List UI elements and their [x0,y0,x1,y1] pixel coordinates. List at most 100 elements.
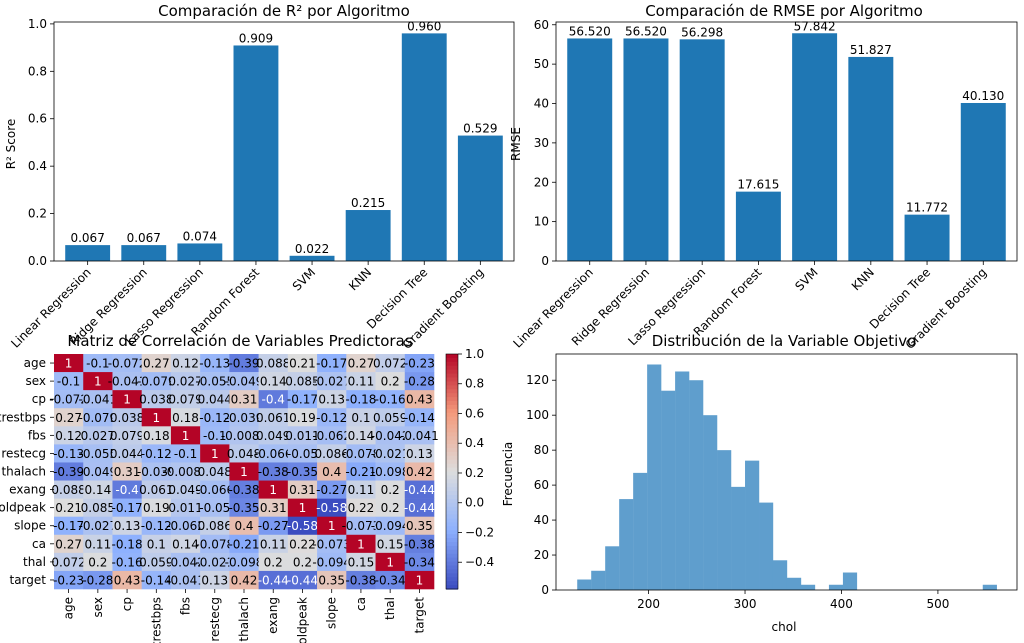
heatmap-cell-value: -0.078 [342,447,381,461]
heatmap-cell-value: -0.38 [228,483,259,497]
heatmap-cell [170,534,201,554]
heatmap-cell-value: -0.21 [228,537,259,551]
heatmap-cell-value: -0.039 [225,411,264,425]
heatmap-cell-value: -0.066 [254,447,293,461]
heatmap-cell-value: 0.011 [168,501,202,515]
rmse-bar [735,191,781,261]
heatmap-cell [200,426,230,445]
rmse-bar-value-label: 57.842 [794,19,836,33]
heatmap-cell [287,426,318,445]
colorbar-segment [446,577,458,582]
heatmap-cell-value: 0.011 [285,429,319,443]
heatmap-cell-value: 1 [386,555,394,569]
heatmap-cell [375,534,406,554]
heatmap-cell [141,444,172,463]
heatmap-cell-value: 0.13 [318,393,345,407]
colorbar-segment [446,514,458,520]
heatmap-cell-value: -0.12 [141,519,172,533]
heatmap-cell [404,372,435,391]
colorbar-tick-label: 0.8 [465,377,484,391]
histogram-bar [605,546,620,590]
heatmap-cell-value: 0.079 [110,429,144,443]
rmse-ytick-label: 20 [534,175,549,189]
rmse-bar-value-label: 17.615 [737,178,779,192]
colorbar-segment [446,538,458,543]
heatmap-cell [141,534,172,554]
heatmap-cell [317,426,347,445]
heatmap-cell [404,480,435,499]
heatmap-cell-value: 0.15 [348,555,375,569]
histogram-ytick-label: 120 [526,373,549,387]
rmse-bar [567,38,613,262]
heatmap-cell-value: -0.12 [141,447,172,461]
heatmap-cell-value: -0.049 [225,375,264,389]
colorbar-frame [445,353,459,590]
colorbar-segment [446,542,458,547]
heatmap-title: Matriz de Correlación de Variables Predi… [67,332,412,350]
heatmap-cell [258,354,289,373]
heatmap-cell-value: -0.072 [49,393,88,407]
colorbar-segment [446,451,458,457]
heatmap-cell-value: -0.44 [287,573,318,587]
heatmap-cell-value: 0.14 [260,375,287,389]
colorbar-segment [446,510,458,516]
colorbar-segment [446,357,458,363]
heatmap-cell-value: 0.072 [51,555,85,569]
heatmap-cell-value: -0.042 [166,555,205,569]
heatmap-cell-value: -0.098 [371,465,410,479]
heatmap-cell-value: 0.027 [168,375,202,389]
r2-bar [457,135,503,261]
heatmap-cell [83,444,113,463]
heatmap-cell-value: 0.15 [377,537,404,551]
histogram-bar [800,584,816,590]
heatmap-cell-value: 0.2 [264,555,283,569]
heatmap-cell-value: -0.16 [112,555,143,569]
heatmap-cell [346,408,376,427]
heatmap-cell [317,390,347,409]
heatmap-cell [404,462,435,481]
heatmap-cell [141,516,172,536]
heatmap-cell-value: 0.2 [293,555,312,569]
heatmap-cell [258,516,289,536]
heatmap-cell [170,444,201,463]
heatmap-cell-value: 0.19 [143,501,170,515]
histogram-bar [731,486,746,590]
heatmap-cell [200,552,230,572]
heatmap-cell-value: 0.14 [84,483,111,497]
colorbar-segment [446,581,458,586]
heatmap-cell [141,372,172,391]
r2-bar [121,245,167,261]
histogram-title: Distribución de la Variable Objetivo [652,332,917,350]
heatmap-cell [258,372,289,391]
heatmap-cell [112,498,142,517]
colorbar-segment [446,401,458,406]
colorbar-tick-label: −0.4 [465,555,494,569]
heatmap-cell [346,390,376,409]
heatmap-cell [54,354,84,373]
r2-bar [233,45,279,262]
heatmap-cell [200,534,230,554]
heatmap-cell-value: -0.4 [115,483,138,497]
colorbar-segment [446,495,458,500]
histogram-bar [675,371,690,590]
heatmap-cell-value: 0.059 [373,411,407,425]
r2-plot-frame [53,21,515,262]
heatmap-column-label: cp [120,597,134,611]
heatmap-cell-value: -0.041 [79,393,118,407]
colorbar-segment [446,487,458,492]
heatmap-cell-value: -0.041 [166,573,205,587]
heatmap-row-label: thal [23,555,46,569]
rmse-bar [623,38,669,262]
colorbar-segment [446,393,458,398]
heatmap-cell [170,498,201,517]
heatmap-cell-value: -0.1 [86,357,109,371]
r2-bar-value-label: 0.909 [239,31,273,45]
histogram-ytick-label: 20 [534,548,549,562]
heatmap-cell-value: 0.079 [168,393,202,407]
heatmap-cell-value: -0.28 [404,375,435,389]
heatmap-row-label: exang [9,483,46,497]
heatmap-cell [229,552,259,572]
heatmap-cell [287,372,318,391]
heatmap-cell [287,534,318,554]
